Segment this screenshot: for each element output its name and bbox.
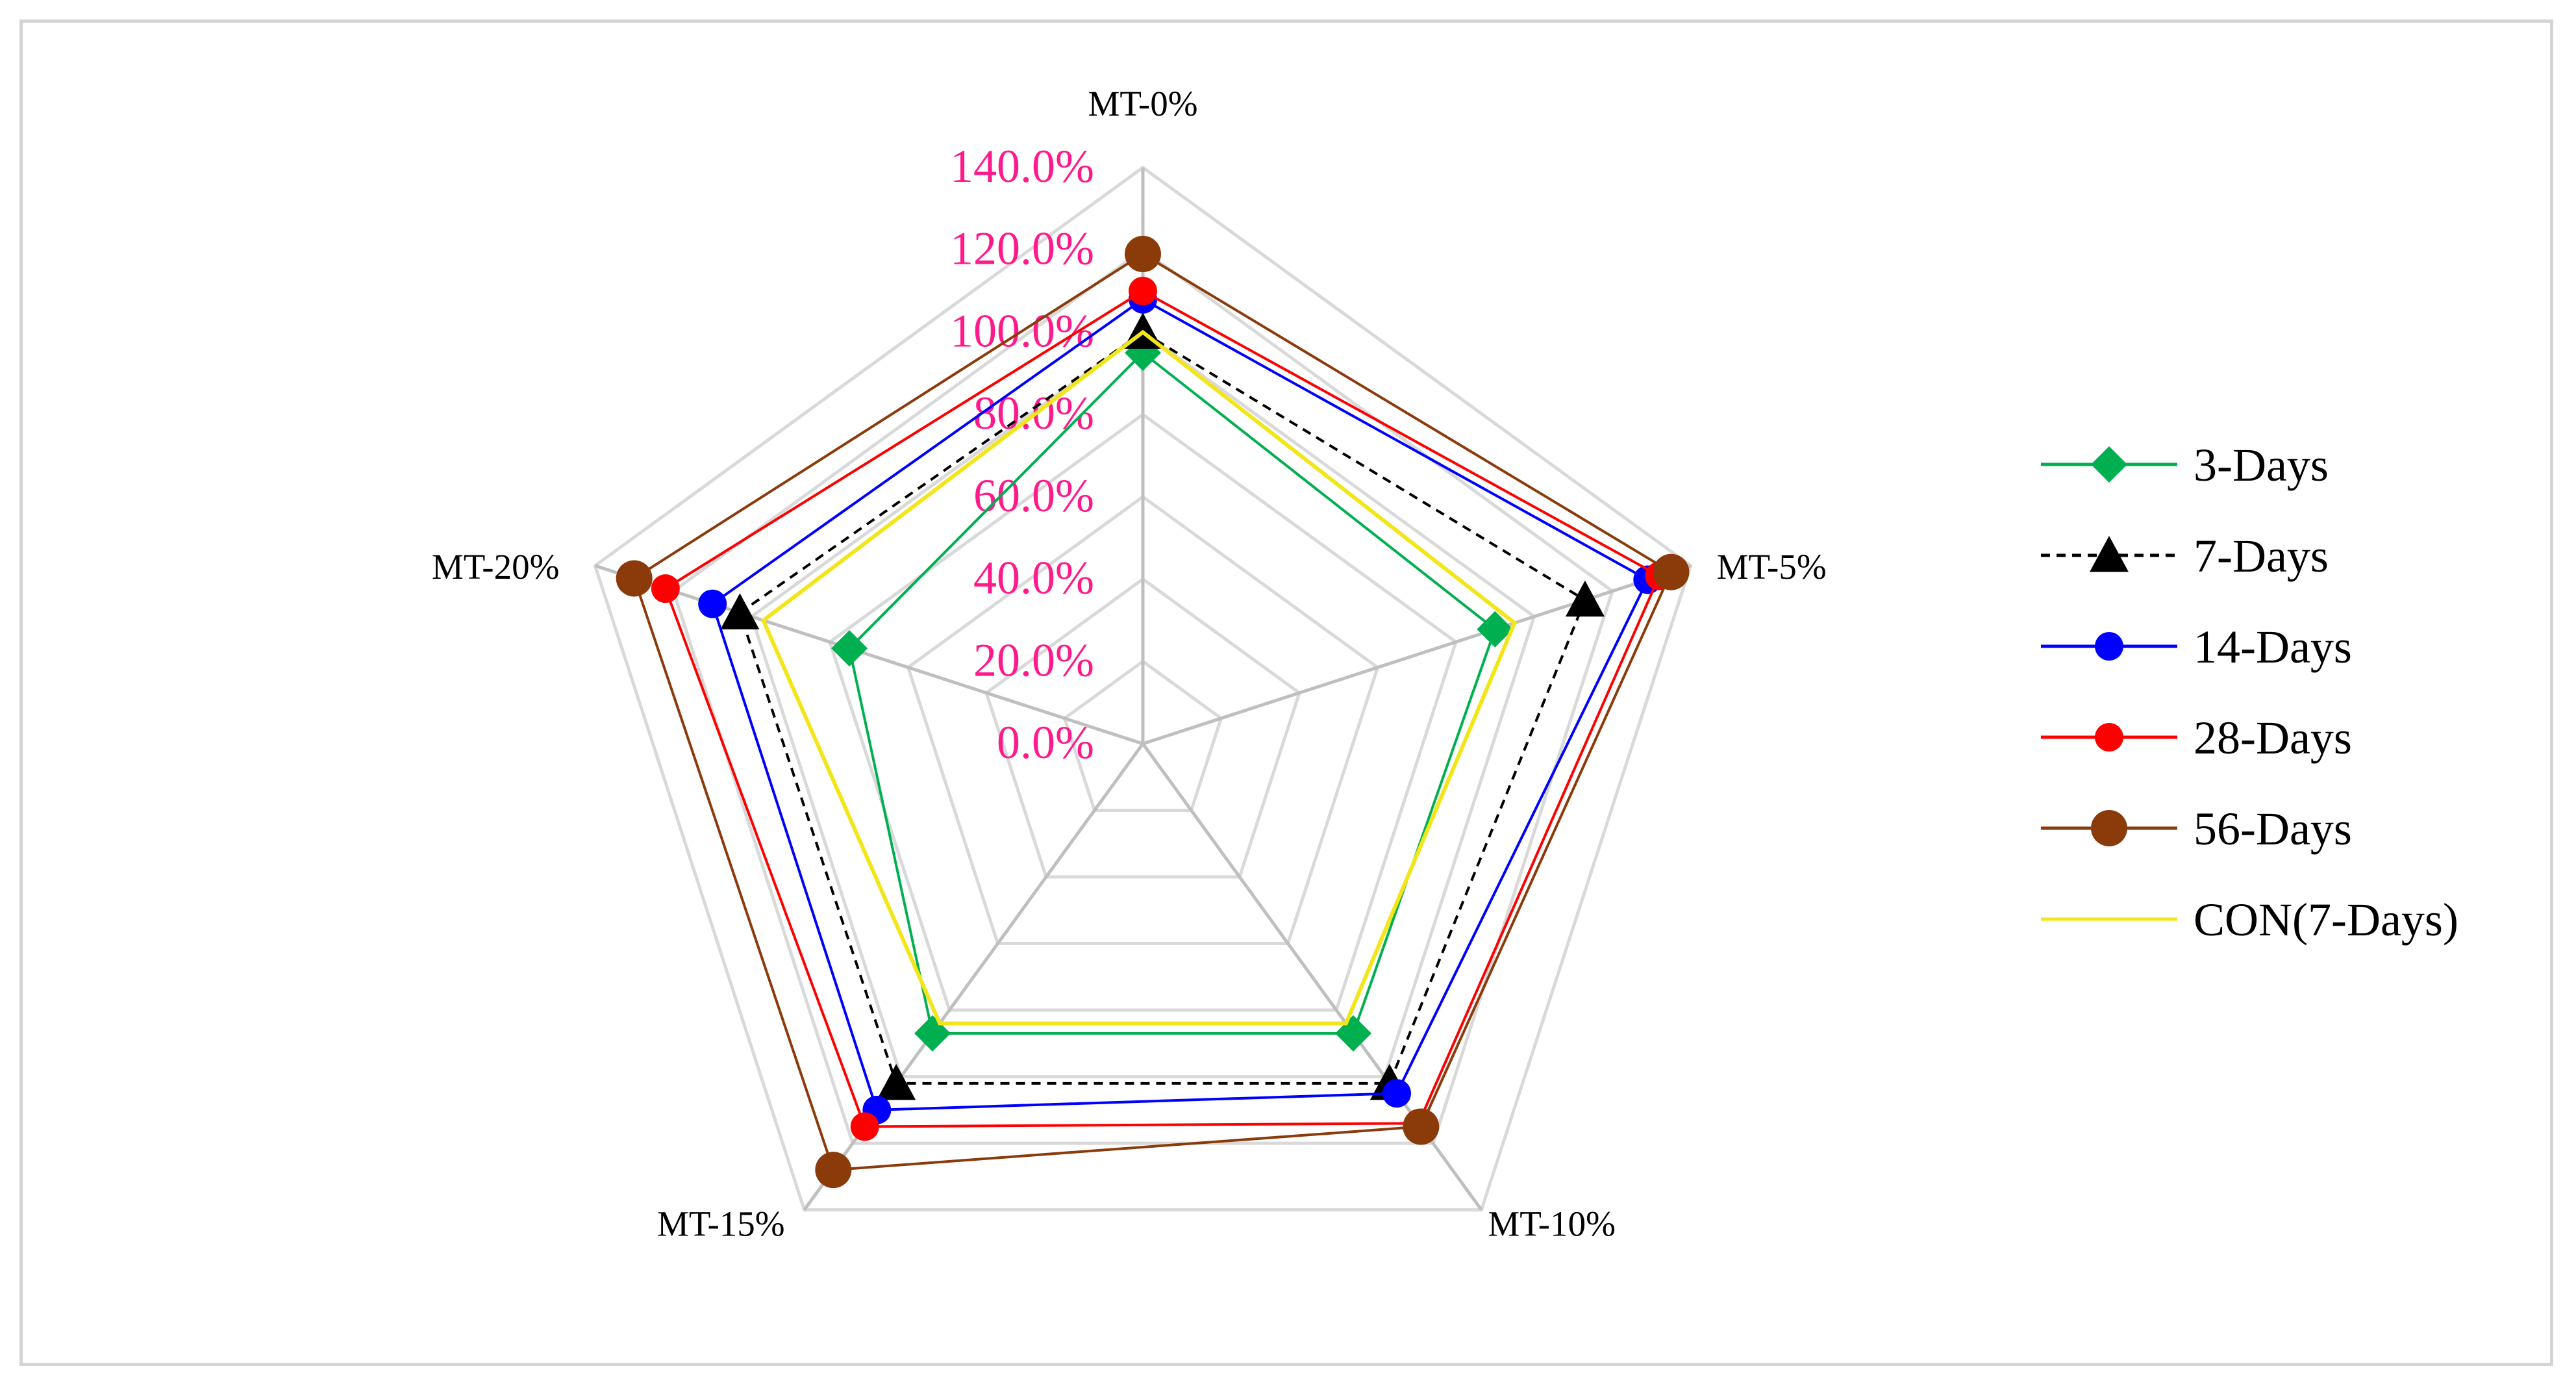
radar-spoke xyxy=(594,564,1144,746)
radar-spoke xyxy=(1142,564,1692,746)
category-label: MT-0% xyxy=(1088,84,1197,123)
tick-label: 20.0% xyxy=(973,634,1094,686)
series-14-days xyxy=(698,285,1662,1124)
grid-ring xyxy=(828,412,1458,1012)
series-3-days xyxy=(831,335,1514,1052)
data-point xyxy=(616,560,653,597)
legend-label: CON(7-Days) xyxy=(2194,894,2458,946)
legend-label: 28-Days xyxy=(2194,712,2352,764)
tick-label: 0.0% xyxy=(997,716,1094,768)
data-point xyxy=(698,589,727,618)
legend-label: 7-Days xyxy=(2194,530,2329,582)
data-point xyxy=(1565,580,1605,617)
data-point xyxy=(1382,1079,1412,1108)
series-line xyxy=(760,329,1518,1026)
legend-item: CON(7-Days) xyxy=(2041,894,2458,946)
data-point xyxy=(1403,1108,1440,1145)
legend: 3-Days 7-Days 14-Days 28-Days 56-Days CON(7-D… xyxy=(2041,439,2458,946)
legend-item: 28-Days xyxy=(2041,712,2352,764)
data-point xyxy=(831,630,868,667)
radar-spoke xyxy=(803,742,1145,1211)
series-line xyxy=(632,252,1673,1172)
category-labels: MT-0% MT-5% MT-10% MT-15% MT-20% xyxy=(432,84,1827,1244)
data-point xyxy=(1125,236,1161,273)
legend-item: 14-Days xyxy=(2041,621,2352,673)
grid-ring xyxy=(984,577,1301,879)
legend-label: 56-Days xyxy=(2194,803,2352,855)
radial-tick-labels: 0.0%20.0%40.0%60.0%80.0%100.0%120.0%140.… xyxy=(950,140,1094,768)
data-point xyxy=(1477,611,1514,648)
data-point xyxy=(1653,553,1690,590)
category-label: MT-5% xyxy=(1717,547,1827,587)
data-point xyxy=(1129,277,1157,306)
tick-label: 120.0% xyxy=(950,223,1094,275)
series-line xyxy=(710,297,1649,1111)
grid-ring xyxy=(593,165,1693,1212)
category-label: MT-15% xyxy=(657,1204,785,1244)
data-point xyxy=(720,593,760,629)
data-point xyxy=(850,1112,879,1141)
radar-axes xyxy=(594,168,1692,1211)
grid-ring xyxy=(749,330,1536,1079)
data-point xyxy=(2095,723,2123,752)
data-point xyxy=(651,574,680,603)
legend-label: 3-Days xyxy=(2194,439,2329,491)
data-point xyxy=(1334,1015,1371,1052)
tick-label: 60.0% xyxy=(973,470,1094,522)
data-point xyxy=(2095,632,2123,661)
data-point xyxy=(2091,810,2127,846)
data-point xyxy=(2091,446,2127,483)
category-label: MT-10% xyxy=(1488,1204,1616,1244)
series-line xyxy=(664,289,1661,1128)
data-point xyxy=(914,1015,951,1052)
legend-item: 56-Days xyxy=(2041,803,2352,855)
series-line xyxy=(738,331,1587,1085)
chart-frame xyxy=(19,19,2553,1366)
data-point xyxy=(2090,536,2129,572)
legend-label: 14-Days xyxy=(2194,621,2352,673)
data-point xyxy=(815,1152,852,1189)
series-56-days xyxy=(616,236,1690,1189)
grid-ring xyxy=(906,494,1380,946)
category-label: MT-20% xyxy=(432,547,560,587)
legend-item: 3-Days xyxy=(2041,439,2329,491)
legend-item: 7-Days xyxy=(2041,530,2329,582)
tick-label: 40.0% xyxy=(973,552,1094,604)
data-point xyxy=(877,1063,916,1100)
series-con-7-days- xyxy=(760,329,1518,1026)
tick-label: 140.0% xyxy=(950,140,1094,192)
series-line xyxy=(847,351,1497,1035)
series-7-days xyxy=(720,312,1605,1100)
grid-ring xyxy=(1062,659,1223,813)
series-group xyxy=(616,236,1690,1189)
